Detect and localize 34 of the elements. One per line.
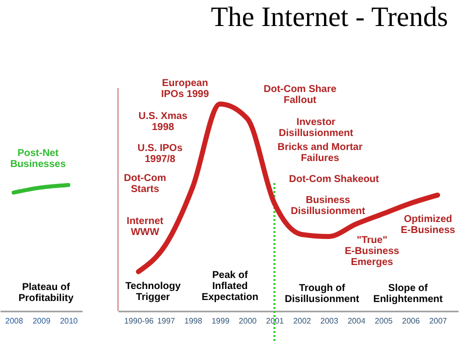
x-tick-label: 1990-96 xyxy=(124,316,154,326)
annotation: Technology Trigger xyxy=(125,281,182,303)
annotation: Business Disillusionment xyxy=(290,195,366,217)
x-tick-label: 2006 xyxy=(402,316,420,326)
annotation: Internet WWW xyxy=(126,216,164,238)
annotation: Dot-Com Starts xyxy=(124,173,166,195)
x-tick-label: 1999 xyxy=(212,316,230,326)
annotation: Bricks and Mortar Failures xyxy=(277,142,363,164)
x-tick-label: 2004 xyxy=(348,316,366,326)
annotation: Plateau of Profitability xyxy=(18,282,74,304)
annotation: U.S. IPOs 1997/8 xyxy=(137,143,183,165)
x-tick-label: 2002 xyxy=(293,316,312,326)
annotation: Optimized E-Business xyxy=(400,214,456,236)
x-tick-label: 2009 xyxy=(32,316,51,326)
annotation: "True" E-Business Emerges xyxy=(344,235,400,268)
x-tick-label: 2003 xyxy=(320,316,339,326)
annotation: Slope of Enlightenment xyxy=(373,283,444,305)
annotation: Dot-Com Shakeout xyxy=(289,174,380,185)
annotation: Investor Disillusionment xyxy=(278,117,354,139)
x-tick-label: 2008 xyxy=(5,316,24,326)
x-tick-label: 2000 xyxy=(238,316,258,326)
x-tick-label: 2005 xyxy=(374,316,394,326)
chart-title: The Internet - Trends xyxy=(210,2,448,33)
x-tick-label: 2001 xyxy=(266,316,284,326)
series-label: Post-Net Businesses xyxy=(10,148,66,170)
x-tick-label: 2010 xyxy=(60,316,78,326)
annotation: Trough of Disillusionment xyxy=(284,283,360,305)
x-tick-label: 1998 xyxy=(184,316,203,326)
annotation: U.S. Xmas 1998 xyxy=(138,111,188,133)
x-tick-label: 2007 xyxy=(429,316,448,326)
text: European IPOs 1999 xyxy=(161,78,210,100)
annotation: Dot-Com Share Fallout xyxy=(264,84,337,106)
x-tick-label: 1997 xyxy=(157,316,176,326)
annotation: Peak of Inflated Expectation xyxy=(202,270,258,303)
